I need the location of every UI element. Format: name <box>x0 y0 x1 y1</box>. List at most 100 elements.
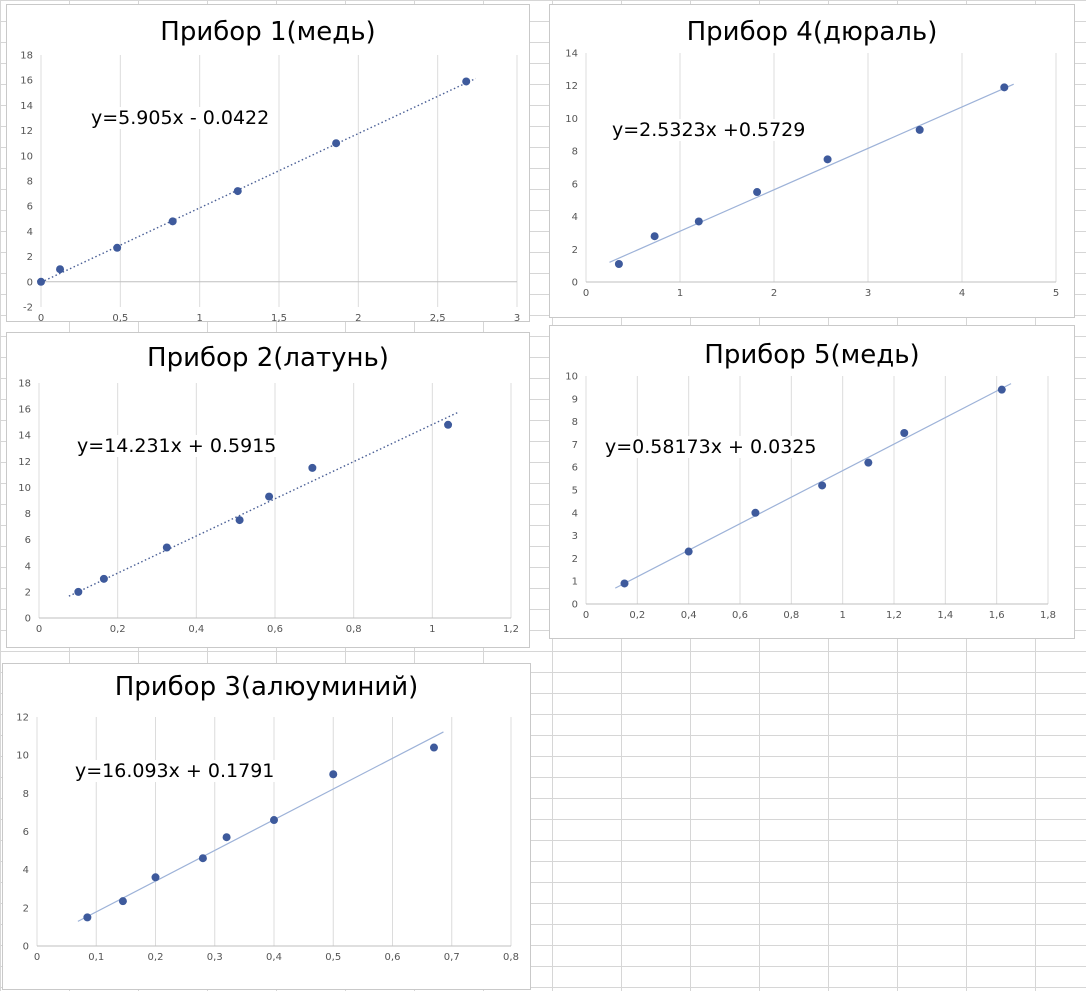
y-tick-label: 0 <box>27 277 33 288</box>
x-tick-label: 0,6 <box>385 952 401 963</box>
y-tick-label: 12 <box>20 126 33 137</box>
data-point <box>650 232 659 241</box>
chart-panel-2: Прибор 4(дюраль) 0 1 2 3 4 5 0 2 4 6 8 10 12 14 y=2.5… <box>549 4 1075 318</box>
chart-title-1: Прибор 1(медь) <box>160 17 376 47</box>
trendline <box>77 731 444 922</box>
y-tick-label: 7 <box>572 440 578 451</box>
data-point <box>751 508 760 517</box>
trendline <box>614 383 1012 589</box>
x-tick-label: 0 <box>34 952 40 963</box>
trendline-equation-3: y=14.231x + 0.5915 <box>75 435 279 457</box>
x-tick-label: 1 <box>429 624 435 635</box>
x-tick-label: 0,4 <box>188 624 204 635</box>
data-point <box>56 265 65 274</box>
x-tick-label: 2,5 <box>430 313 446 323</box>
y-tick-label: 16 <box>18 405 31 416</box>
y-tick-label: 1 <box>572 577 578 588</box>
trendline-equation-4: y=0.58173x + 0.0325 <box>603 436 819 458</box>
x-tick-label: 1 <box>839 610 845 621</box>
y-tick-label: 2 <box>572 245 578 256</box>
y-tick-label: 16 <box>20 76 33 87</box>
y-tick-label: 2 <box>23 903 29 914</box>
x-tick-label: 3 <box>865 288 871 299</box>
y-tick-label: 6 <box>572 179 578 190</box>
chart-panel-5: Прибор 3(алюуминий) 0 0,1 0,2 0,3 0,4 0,5 0,6 0… <box>2 663 531 990</box>
x-tick-label: 0,1 <box>88 952 104 963</box>
data-point <box>265 492 274 501</box>
chart-svg-4: 0 0,2 0,4 0,6 0,8 1 1,2 1,4 1,6 1,8 0 1 2 3 4 5 6 7 8 9 10 <box>565 372 1056 622</box>
x-tick-label: 1,4 <box>937 610 953 621</box>
data-point <box>753 188 762 197</box>
x-tick-label: 1,5 <box>271 313 287 323</box>
y-tick-label: 0 <box>23 942 29 953</box>
x-tick-label: 1,6 <box>989 610 1005 621</box>
y-tick-label: 14 <box>565 49 578 60</box>
x-tick-label: 0 <box>583 288 589 299</box>
trendline-equation-2: y=2.5323x +0.5729 <box>610 119 808 141</box>
data-point <box>900 429 909 437</box>
data-point <box>694 217 703 226</box>
x-tick-label: 0,5 <box>325 952 341 963</box>
y-tick-label: -2 <box>23 303 33 314</box>
x-tick-label: 0 <box>583 610 589 621</box>
x-tick-label: 1,2 <box>886 610 902 621</box>
data-point <box>997 385 1006 394</box>
data-point <box>818 481 827 490</box>
y-tick-label: 8 <box>23 789 29 800</box>
y-tick-label: 2 <box>572 554 578 565</box>
data-point <box>198 854 207 863</box>
data-point <box>113 243 122 252</box>
y-tick-label: 8 <box>27 177 33 188</box>
data-point <box>118 897 127 906</box>
y-tick-label: 12 <box>18 457 31 468</box>
x-tick-label: 0,7 <box>444 952 460 963</box>
x-tick-label: 0,8 <box>783 610 799 621</box>
y-tick-label: 4 <box>572 508 578 519</box>
x-tick-label: 0,6 <box>267 624 283 635</box>
data-point <box>462 77 471 86</box>
y-tick-label: 4 <box>572 212 578 223</box>
y-tick-label: 14 <box>20 101 33 112</box>
x-tick-label: 0 <box>38 313 44 323</box>
data-point <box>222 833 231 842</box>
data-point <box>915 125 924 134</box>
chart-svg-1: 0 0,5 1 1,5 2 2,5 3 -2 0 2 4 6 8 10 12 14 16 18 <box>20 51 520 324</box>
x-tick-label: 0,6 <box>732 610 748 621</box>
chart-title-4: Прибор 5(медь) <box>704 340 920 370</box>
y-tick-label: 6 <box>572 463 578 474</box>
y-tick-label: 2 <box>27 252 33 263</box>
y-tick-label: 4 <box>23 865 29 876</box>
x-tick-label: 0,5 <box>112 313 128 323</box>
y-tick-label: 8 <box>572 147 578 158</box>
x-tick-label: 0,4 <box>266 952 282 963</box>
data-point <box>614 260 623 269</box>
y-tick-label: 10 <box>565 372 578 383</box>
x-tick-label: 0,3 <box>207 952 223 963</box>
y-tick-label: 0 <box>25 614 31 625</box>
data-point <box>151 873 160 882</box>
chart-svg-3: 0 0,2 0,4 0,6 0,8 1 1,2 0 2 4 6 8 10 12 14 16 18 <box>18 379 519 636</box>
y-tick-label: 5 <box>572 486 578 497</box>
y-tick-label: 8 <box>572 417 578 428</box>
data-point <box>74 587 83 596</box>
x-tick-label: 4 <box>959 288 965 299</box>
chart-panel-3: Прибор 2(латунь) 0 0,2 0,4 0,6 0,8 1 1,2 0 2 4 6 8 1… <box>6 332 530 648</box>
y-tick-label: 18 <box>18 379 31 390</box>
y-tick-label: 10 <box>18 483 31 494</box>
trendline-equation-5: y=16.093x + 0.1791 <box>73 760 277 782</box>
y-tick-label: 3 <box>572 531 578 542</box>
x-tick-label: 0,2 <box>629 610 645 621</box>
chart-title-3: Прибор 2(латунь) <box>147 343 389 373</box>
y-tick-label: 8 <box>25 509 31 520</box>
trendline-equation-1: y=5.905x - 0.0422 <box>89 107 272 129</box>
data-point <box>823 155 832 164</box>
data-point <box>308 463 317 472</box>
y-tick-label: 9 <box>572 394 578 405</box>
data-point <box>444 420 453 429</box>
x-tick-label: 0,8 <box>503 952 519 963</box>
data-point <box>329 770 338 779</box>
data-point <box>332 139 341 148</box>
data-point <box>233 187 242 196</box>
data-point <box>1000 83 1009 92</box>
